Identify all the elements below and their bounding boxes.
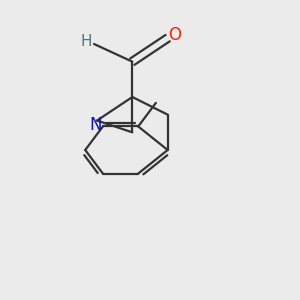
Text: H: H [81, 34, 92, 49]
Text: N: N [89, 116, 102, 134]
Text: O: O [169, 26, 182, 44]
